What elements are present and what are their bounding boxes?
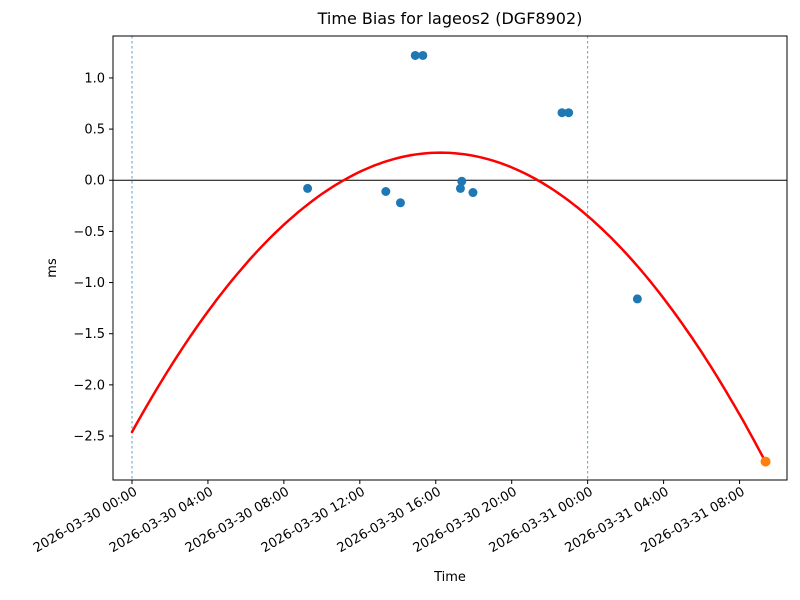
scatter-points-layer	[303, 50, 771, 467]
time-bias-observations-point	[455, 183, 465, 193]
time-bias-observations-point	[381, 187, 391, 197]
time-bias-observations-point	[632, 294, 642, 304]
y-axis-label: ms	[45, 258, 60, 278]
fit-curve	[130, 151, 765, 459]
predicted-time-bias-point	[760, 456, 771, 467]
y-tick-label: −1.5	[73, 327, 105, 342]
time-bias-observations-point	[395, 198, 405, 208]
y-tick-label: 1.0	[84, 71, 105, 86]
time-bias-observations-point	[410, 50, 420, 60]
chart-title: Time Bias for lageos2 (DGF8902)	[317, 9, 583, 28]
plot-border	[112, 35, 788, 481]
y-tick-label: −2.5	[73, 430, 105, 445]
time-bias-observations-point	[303, 183, 313, 193]
y-tick-label: −1.0	[73, 276, 105, 291]
y-tick-label: −2.0	[73, 378, 105, 393]
guide-lines-layer	[113, 36, 787, 480]
x-axis-label: Time	[433, 570, 466, 585]
y-tick-label: −0.5	[73, 225, 105, 240]
time-bias-observations-point	[564, 108, 574, 118]
time-bias-observations-point	[457, 176, 467, 186]
y-tick-label: 0.0	[84, 174, 105, 189]
time-bias-observations-point	[557, 108, 567, 118]
time-bias-observations-point	[418, 50, 428, 60]
fit-curve-layer	[130, 151, 765, 459]
time-bias-observations-point	[468, 188, 478, 198]
y-tick-label: 0.5	[84, 123, 105, 138]
